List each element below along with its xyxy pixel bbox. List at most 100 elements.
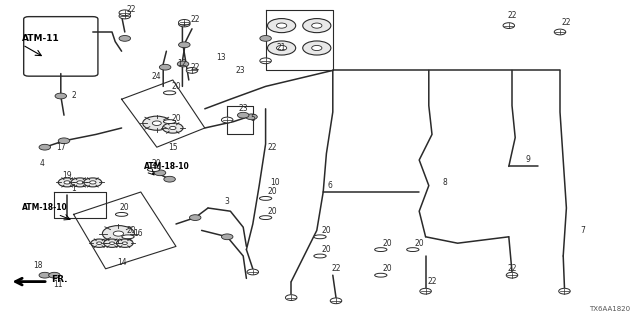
Text: 12: 12 bbox=[178, 60, 187, 68]
Text: 20: 20 bbox=[414, 239, 424, 248]
Ellipse shape bbox=[163, 120, 176, 124]
Ellipse shape bbox=[374, 273, 387, 277]
Text: 22: 22 bbox=[191, 63, 200, 72]
Text: 23: 23 bbox=[235, 66, 245, 75]
Text: 20: 20 bbox=[120, 204, 130, 212]
Text: FR.: FR. bbox=[51, 276, 68, 284]
Circle shape bbox=[268, 41, 296, 55]
Text: 20: 20 bbox=[171, 82, 181, 91]
Ellipse shape bbox=[115, 212, 128, 216]
Circle shape bbox=[559, 288, 570, 294]
Circle shape bbox=[143, 116, 171, 130]
Text: 22: 22 bbox=[127, 5, 136, 14]
Text: 11: 11 bbox=[53, 280, 62, 289]
Text: 2: 2 bbox=[71, 92, 76, 100]
Circle shape bbox=[303, 19, 331, 33]
Circle shape bbox=[113, 231, 124, 236]
Circle shape bbox=[39, 144, 51, 150]
Circle shape bbox=[420, 288, 431, 294]
Text: 20: 20 bbox=[321, 245, 332, 254]
Circle shape bbox=[119, 10, 131, 16]
Circle shape bbox=[97, 242, 102, 244]
Circle shape bbox=[179, 42, 190, 48]
Circle shape bbox=[260, 36, 271, 41]
Circle shape bbox=[179, 21, 190, 27]
Text: 22: 22 bbox=[191, 15, 200, 24]
Text: 7: 7 bbox=[580, 226, 585, 235]
Circle shape bbox=[170, 126, 176, 130]
Circle shape bbox=[159, 64, 171, 70]
Text: 20: 20 bbox=[152, 159, 162, 168]
Text: 16: 16 bbox=[132, 229, 143, 238]
Circle shape bbox=[58, 178, 76, 187]
Circle shape bbox=[179, 20, 190, 25]
Text: 6: 6 bbox=[327, 181, 332, 190]
Text: 20: 20 bbox=[171, 114, 181, 123]
Text: 22: 22 bbox=[562, 18, 571, 27]
Circle shape bbox=[303, 41, 331, 55]
Text: 22: 22 bbox=[428, 277, 436, 286]
Text: ATM-18-10: ATM-18-10 bbox=[144, 162, 189, 171]
Circle shape bbox=[154, 170, 166, 176]
Text: 22: 22 bbox=[508, 264, 516, 273]
Circle shape bbox=[77, 181, 83, 184]
Text: 3: 3 bbox=[225, 197, 230, 206]
Circle shape bbox=[189, 215, 201, 220]
Circle shape bbox=[312, 23, 322, 28]
Text: 22: 22 bbox=[332, 264, 340, 273]
Ellipse shape bbox=[259, 196, 272, 200]
Text: 4: 4 bbox=[39, 159, 44, 168]
Circle shape bbox=[237, 112, 249, 118]
Circle shape bbox=[503, 23, 515, 28]
Text: 5: 5 bbox=[250, 114, 255, 123]
Ellipse shape bbox=[122, 235, 134, 239]
Text: 20: 20 bbox=[382, 239, 392, 248]
Text: 13: 13 bbox=[216, 53, 226, 62]
Ellipse shape bbox=[374, 248, 387, 252]
Text: ATM-11: ATM-11 bbox=[22, 34, 60, 43]
Text: 20: 20 bbox=[267, 188, 277, 196]
Text: 22: 22 bbox=[508, 12, 516, 20]
Circle shape bbox=[119, 13, 131, 19]
Circle shape bbox=[276, 45, 287, 51]
Text: 1: 1 bbox=[71, 184, 76, 193]
Text: 15: 15 bbox=[168, 143, 178, 152]
Circle shape bbox=[330, 298, 342, 304]
Ellipse shape bbox=[314, 235, 326, 239]
Circle shape bbox=[152, 121, 161, 125]
Text: 20: 20 bbox=[267, 207, 277, 216]
Ellipse shape bbox=[314, 254, 326, 258]
Circle shape bbox=[39, 272, 51, 278]
Circle shape bbox=[186, 68, 198, 73]
Ellipse shape bbox=[147, 168, 160, 172]
Circle shape bbox=[312, 45, 322, 51]
Text: 8: 8 bbox=[442, 178, 447, 187]
Text: TX6AA1820: TX6AA1820 bbox=[589, 306, 630, 312]
Circle shape bbox=[177, 61, 189, 67]
Circle shape bbox=[64, 181, 70, 184]
Text: 19: 19 bbox=[62, 172, 72, 180]
Circle shape bbox=[109, 242, 115, 244]
Text: 17: 17 bbox=[56, 143, 66, 152]
Ellipse shape bbox=[259, 216, 272, 220]
Circle shape bbox=[116, 239, 133, 247]
Circle shape bbox=[58, 138, 70, 144]
Text: 18: 18 bbox=[34, 261, 43, 270]
Text: 9: 9 bbox=[525, 156, 531, 164]
Text: 14: 14 bbox=[116, 258, 127, 267]
Circle shape bbox=[163, 123, 183, 133]
Text: 10: 10 bbox=[270, 178, 280, 187]
Text: 23: 23 bbox=[238, 104, 248, 113]
Circle shape bbox=[90, 181, 96, 184]
Circle shape bbox=[276, 23, 287, 28]
Text: 22: 22 bbox=[268, 143, 276, 152]
Circle shape bbox=[285, 295, 297, 300]
Circle shape bbox=[506, 272, 518, 278]
Text: 20: 20 bbox=[382, 264, 392, 273]
Circle shape bbox=[119, 36, 131, 41]
Text: 20: 20 bbox=[321, 226, 332, 235]
Ellipse shape bbox=[406, 248, 419, 252]
Text: 24: 24 bbox=[152, 72, 162, 81]
Circle shape bbox=[554, 29, 566, 35]
Circle shape bbox=[221, 117, 233, 123]
